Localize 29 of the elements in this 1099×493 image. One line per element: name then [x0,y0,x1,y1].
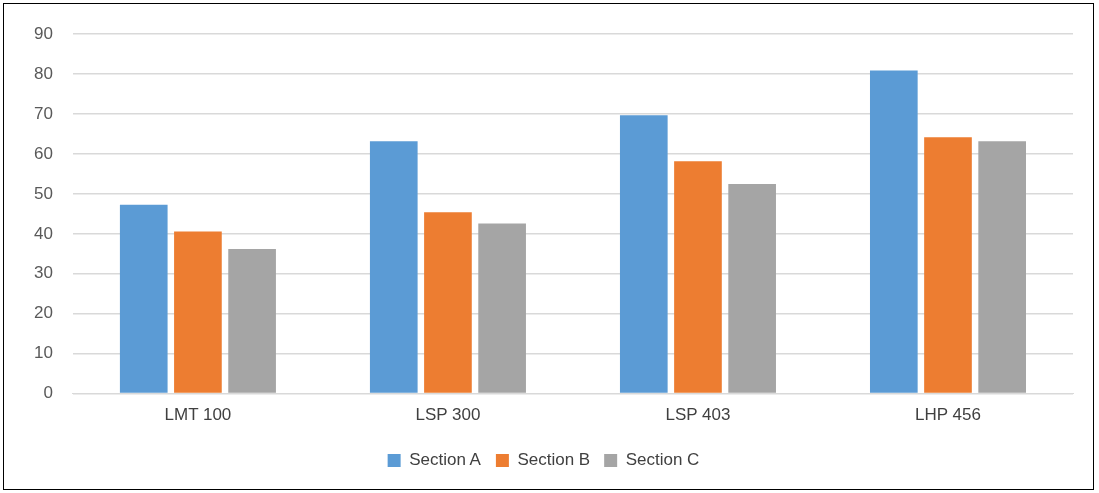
y-tick-label: 20 [33,303,53,323]
y-tick-label: 10 [33,343,53,363]
bar [174,231,222,393]
x-tick-label: LSP 300 [415,405,481,425]
y-tick-label: 80 [33,63,53,83]
y-tick-label: 30 [33,263,53,283]
legend-label: Section A [409,450,482,470]
bar [978,141,1026,393]
bar [619,115,668,393]
legend-label: Section C [625,450,700,470]
x-tick-label: LMT 100 [164,405,232,425]
y-tick-label: 60 [33,143,53,163]
bar [924,137,972,393]
bar [424,212,472,393]
y-tick-label: 90 [33,23,53,43]
y-tick-label: 50 [33,183,53,203]
y-tick-label: 40 [33,223,53,243]
bar [478,223,526,393]
y-tick-label: 70 [33,103,53,123]
bar [674,161,722,393]
legend-label: Section B [517,450,591,470]
bar [119,204,168,393]
bar [228,249,276,393]
y-tick-label: 0 [43,383,53,403]
bar [369,141,418,393]
x-tick-label: LHP 456 [915,405,981,425]
x-tick-label: LSP 403 [665,405,731,425]
bar [728,183,776,393]
bar [869,70,918,393]
